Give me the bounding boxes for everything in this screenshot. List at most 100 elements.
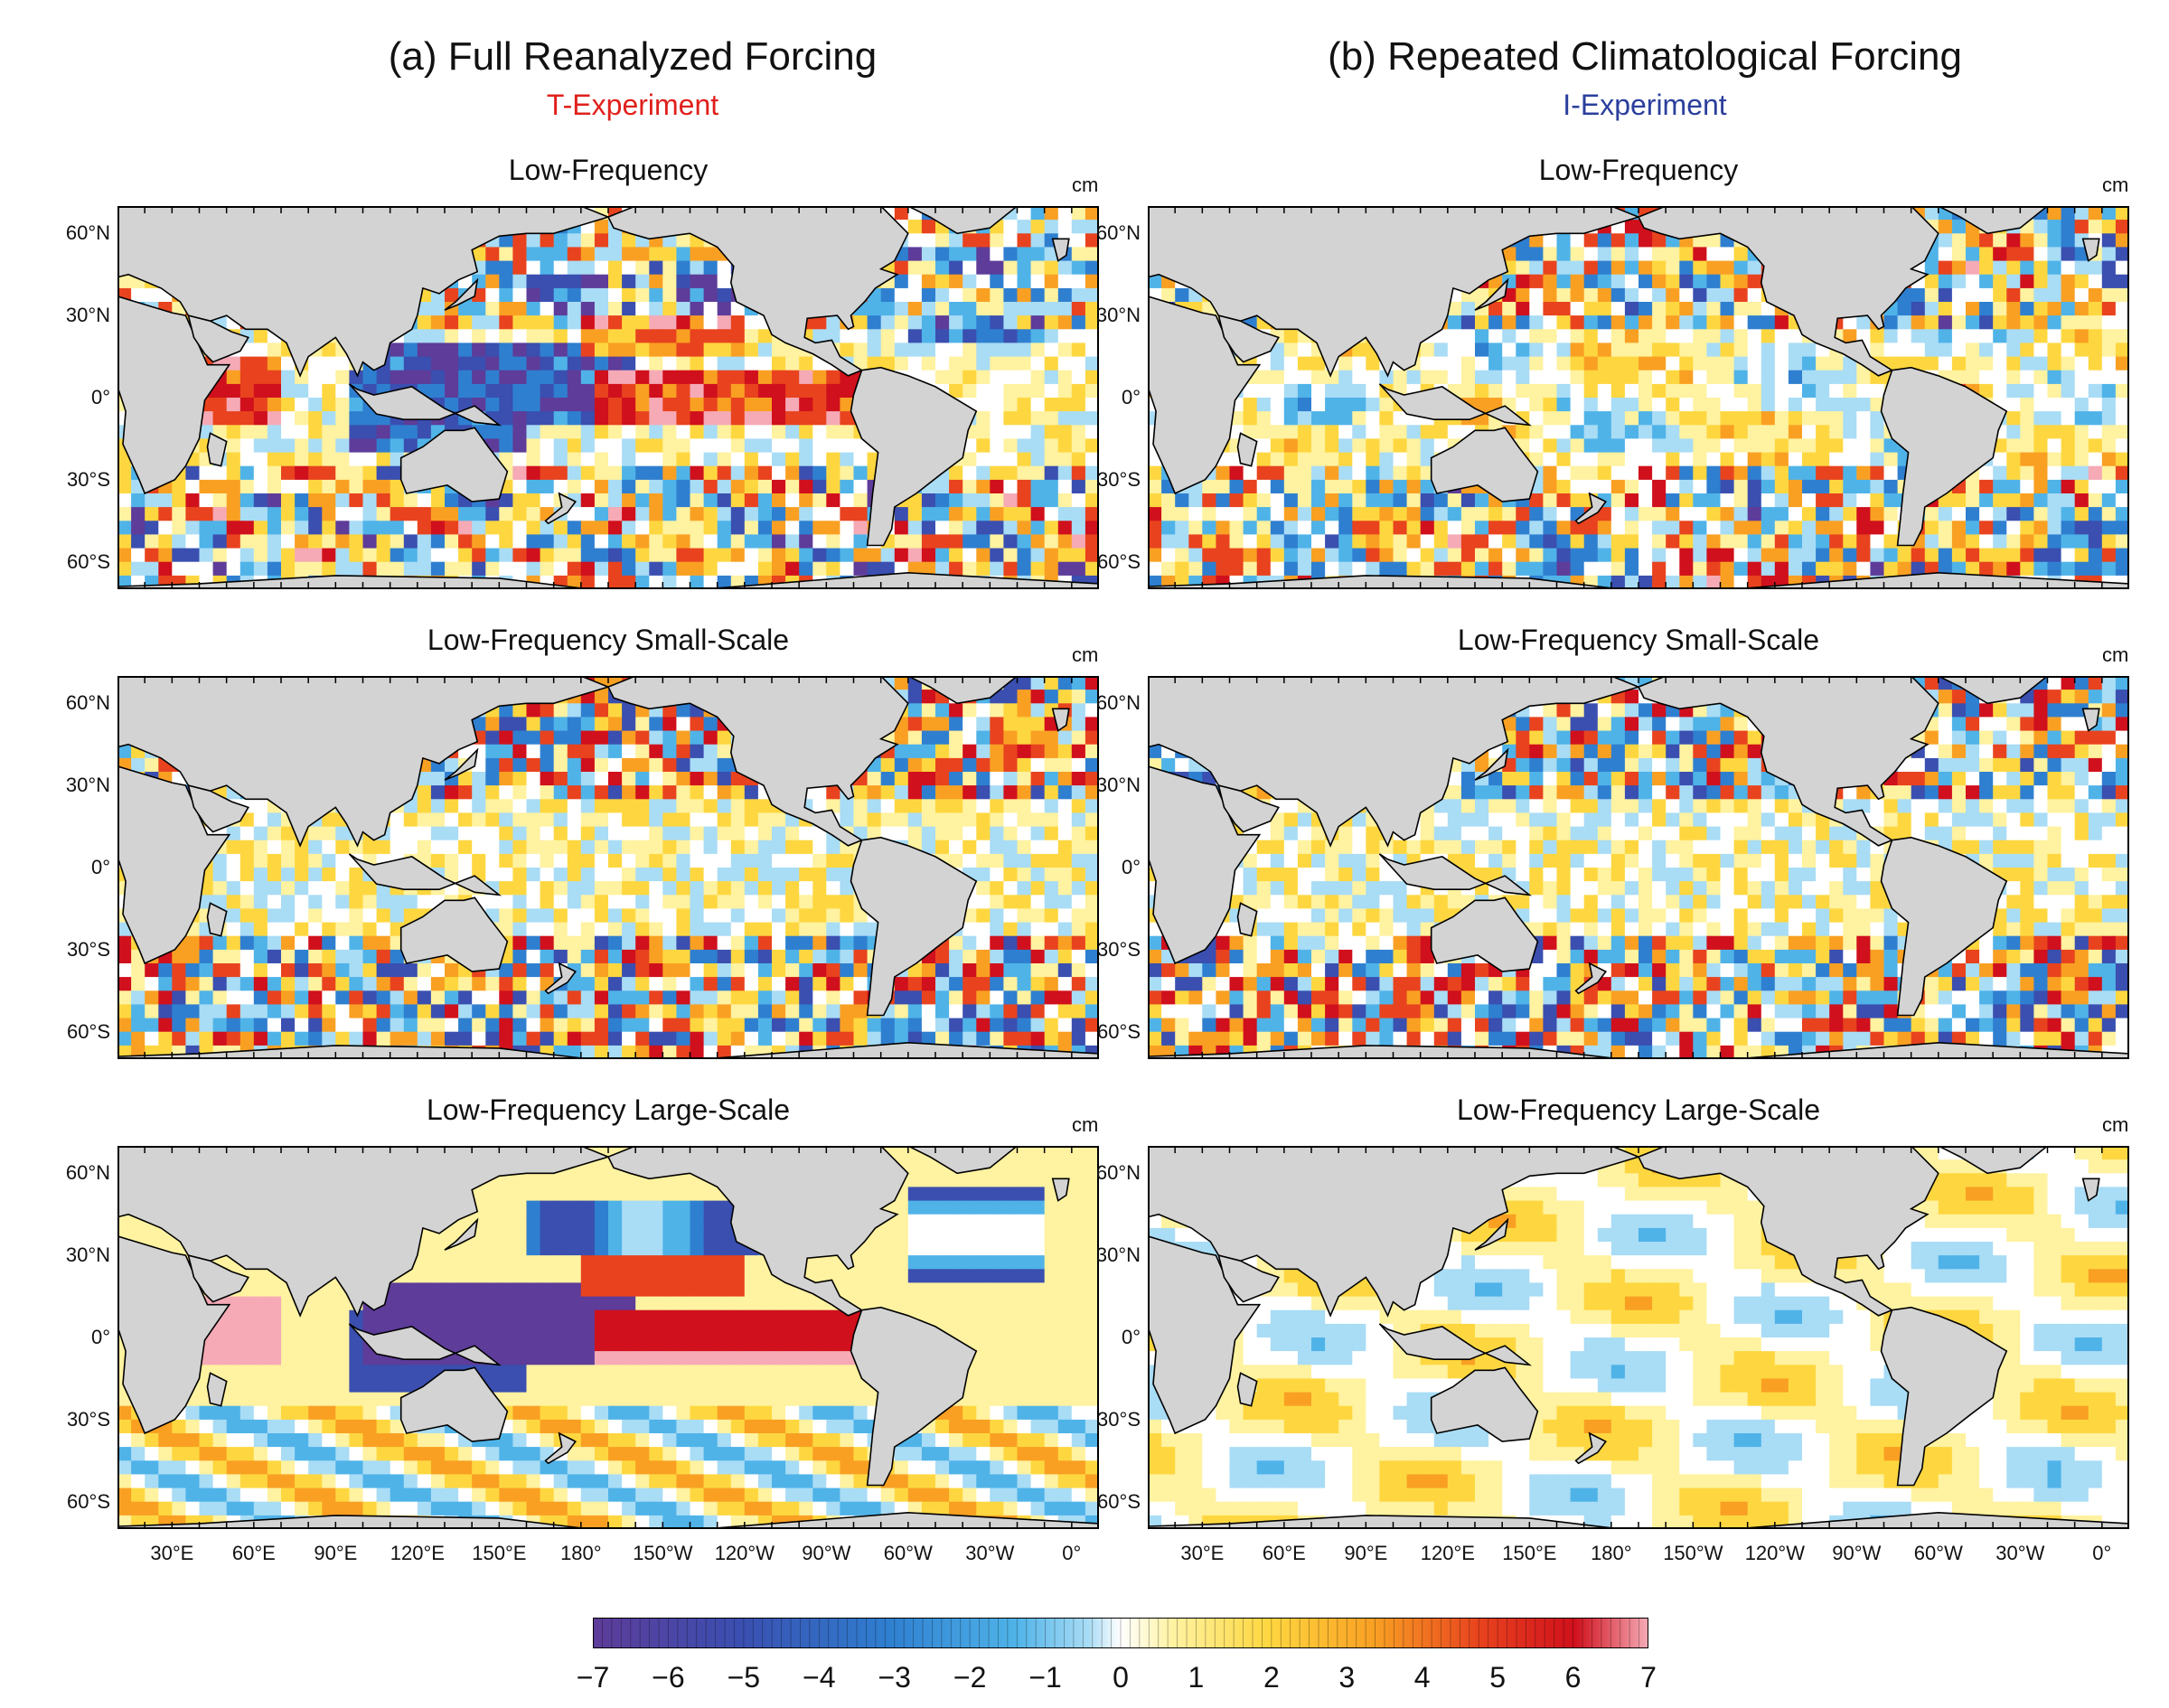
unit-label: cm <box>1072 174 1099 196</box>
landmass <box>399 427 509 502</box>
landmass <box>187 314 249 363</box>
latitude-label: 60°S <box>1097 1489 1141 1513</box>
landmass <box>399 1366 509 1442</box>
longitude-label: 180° <box>560 1542 602 1564</box>
colorbar-tick-label: 7 <box>1640 1661 1657 1694</box>
longitude-label: 60°W <box>1913 1542 1963 1564</box>
longitude-label: 120°W <box>714 1542 775 1564</box>
latitude-label: 30°N <box>65 1243 110 1267</box>
longitude-label: 30°W <box>965 1542 1015 1564</box>
colorbar-tick-label: 0 <box>1113 1661 1129 1694</box>
landmass <box>206 432 228 467</box>
landmass <box>1051 708 1070 732</box>
landmass <box>1430 1366 1539 1442</box>
longitude-label: 0° <box>1062 1542 1082 1564</box>
landmass <box>544 1431 577 1465</box>
landmass <box>1051 1178 1070 1202</box>
colorbar-tick-label: 3 <box>1338 1661 1356 1694</box>
latitude-label: 60°S <box>67 1019 110 1043</box>
colorbar-tick-label: −6 <box>652 1661 685 1694</box>
panel-title: Low-Frequency Small-Scale <box>1457 624 1820 656</box>
landmass <box>399 896 509 972</box>
landmass <box>1474 747 1509 781</box>
latitude-label: 60°N <box>65 691 110 715</box>
colorbar <box>593 1618 1648 1648</box>
landmass <box>348 853 502 896</box>
landmass <box>1051 238 1070 262</box>
landmass <box>187 784 249 833</box>
latitude-label: 30°N <box>1095 1243 1141 1267</box>
latitude-label: 60°N <box>1095 691 1141 715</box>
longitude-label: 150°E <box>472 1542 527 1564</box>
column-a-subtitle: T-Experiment <box>546 89 719 121</box>
latitude-label: 60°N <box>1095 221 1141 245</box>
map-panel <box>1148 1146 2129 1529</box>
latitude-label: 0° <box>90 856 110 878</box>
colorbar-tick-label: 6 <box>1564 1661 1582 1694</box>
colorbar-tick-label: −4 <box>803 1661 836 1694</box>
longitude-label: 180° <box>1591 1542 1632 1564</box>
landmass <box>444 747 479 781</box>
longitude-label: 90°E <box>314 1542 358 1564</box>
unit-label: cm <box>2102 174 2129 196</box>
unit-label: cm <box>2102 643 2129 666</box>
colorbar-tick-label: 1 <box>1188 1661 1205 1694</box>
latitude-label: 30°N <box>1095 774 1141 797</box>
landmass <box>850 1306 978 1487</box>
landmass <box>206 1372 228 1407</box>
panel-title: Low-Frequency Small-Scale <box>427 624 790 656</box>
latitude-label: 30°S <box>1097 1407 1141 1431</box>
longitude-label: 60°E <box>1262 1542 1306 1564</box>
latitude-label: 30°N <box>1095 304 1141 327</box>
map-panel <box>117 1146 1099 1529</box>
latitude-label: 60°S <box>1097 1019 1141 1043</box>
landmass <box>348 383 502 427</box>
landmass <box>850 836 978 1017</box>
colorbar-tick-label: 2 <box>1263 1661 1280 1694</box>
column-b-subtitle: I-Experiment <box>1563 89 1727 121</box>
longitude-label: 150°W <box>1663 1542 1723 1564</box>
longitude-label: 30°E <box>150 1542 194 1564</box>
colorbar-tick-label: 5 <box>1489 1661 1507 1694</box>
column-b-title: (b) Repeated Climatological Forcing <box>1328 34 1962 79</box>
latitude-label: 0° <box>90 1326 110 1348</box>
longitude-label: 150°E <box>1502 1542 1557 1564</box>
landmass <box>1236 432 1258 467</box>
landmass <box>1217 784 1280 833</box>
landmass <box>2081 708 2100 732</box>
landmass <box>1430 896 1539 972</box>
colorbar-tick-label: 4 <box>1413 1661 1431 1694</box>
landmass <box>1430 427 1539 502</box>
longitude-label: 90°E <box>1344 1542 1388 1564</box>
landmass <box>206 902 228 937</box>
landmass <box>1474 1217 1509 1251</box>
latitude-label: 0° <box>1121 856 1141 878</box>
latitude-label: 60°N <box>65 221 110 245</box>
landmass <box>2081 238 2100 262</box>
landmass <box>1880 1306 2008 1487</box>
map-panel <box>117 676 1099 1059</box>
landmass <box>1217 1253 1280 1303</box>
landmass <box>606 206 909 377</box>
map-panel <box>1148 676 2129 1059</box>
unit-label: cm <box>1072 643 1099 666</box>
landmass <box>544 962 577 995</box>
longitude-label: 60°E <box>231 1542 276 1564</box>
longitude-label: 90°W <box>1832 1542 1882 1564</box>
column-a-title: (a) Full Reanalyzed Forcing <box>388 34 878 79</box>
longitude-label: 120°E <box>390 1542 445 1564</box>
landmass <box>1236 902 1258 937</box>
longitude-label: 120°W <box>1744 1542 1805 1564</box>
landmass <box>544 492 577 525</box>
landmass <box>348 1323 502 1366</box>
colorbar-tick-label: −5 <box>727 1661 761 1694</box>
latitude-label: 60°S <box>67 549 110 573</box>
latitude-label: 0° <box>90 386 110 408</box>
landmass <box>444 277 479 311</box>
landmass <box>1378 1323 1533 1366</box>
landmass <box>1236 1372 1258 1407</box>
latitude-label: 60°S <box>67 1489 110 1513</box>
landmass <box>1880 836 2008 1017</box>
latitude-label: 60°N <box>1095 1161 1141 1185</box>
panel-title: Low-Frequency <box>508 154 709 186</box>
